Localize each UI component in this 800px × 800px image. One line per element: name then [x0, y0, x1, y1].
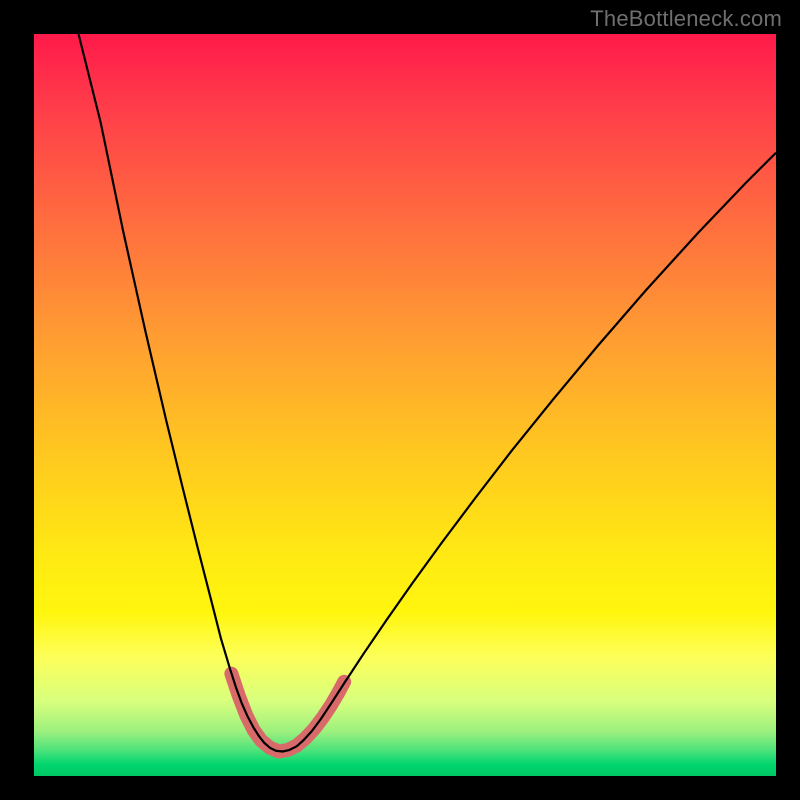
valley-marker	[231, 674, 344, 752]
watermark-text: TheBottleneck.com	[590, 6, 782, 32]
curve-layer	[34, 34, 776, 776]
plot-area	[34, 34, 776, 776]
bottleneck-curve	[79, 34, 776, 752]
